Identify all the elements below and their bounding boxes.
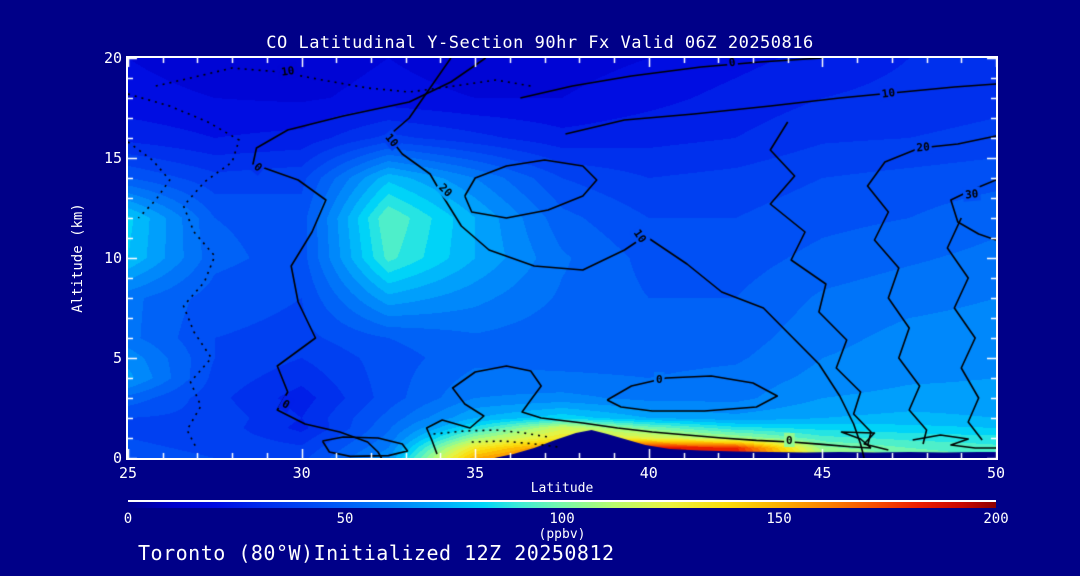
colorbar — [128, 500, 996, 508]
colorbar-tick-label: 150 — [766, 511, 792, 527]
colorbar-tick-label: 0 — [123, 511, 133, 527]
y-tick-label: 15 — [103, 149, 122, 167]
y-tick-label: 5 — [112, 349, 122, 367]
x-tick-label: 30 — [292, 464, 311, 482]
y-axis-label: Altitude (km) — [70, 203, 86, 313]
footer-annotation: Toronto (80°W)Initialized 12Z 20250812 — [138, 541, 615, 565]
colorbar-unit-label: (ppbv) — [538, 527, 586, 542]
x-tick-label: 50 — [986, 464, 1006, 482]
x-tick-label: 40 — [639, 464, 658, 482]
y-tick-label: 10 — [103, 249, 122, 267]
plot-frame — [126, 56, 998, 460]
x-tick-label: 35 — [466, 464, 485, 482]
colorbar-tick-label: 50 — [336, 511, 354, 527]
x-tick-label: 45 — [813, 464, 832, 482]
y-tick-label: 0 — [112, 449, 122, 467]
chart-title: CO Latitudinal Y-Section 90hr Fx Valid 0… — [266, 33, 814, 53]
x-tick-label: 25 — [118, 464, 138, 482]
colorbar-tick-label: 200 — [983, 511, 1009, 527]
colorbar-tick-label: 100 — [549, 511, 575, 527]
x-axis-label: Latitude — [530, 481, 594, 496]
y-tick-label: 20 — [103, 49, 122, 67]
co-section-canvas — [128, 58, 996, 458]
